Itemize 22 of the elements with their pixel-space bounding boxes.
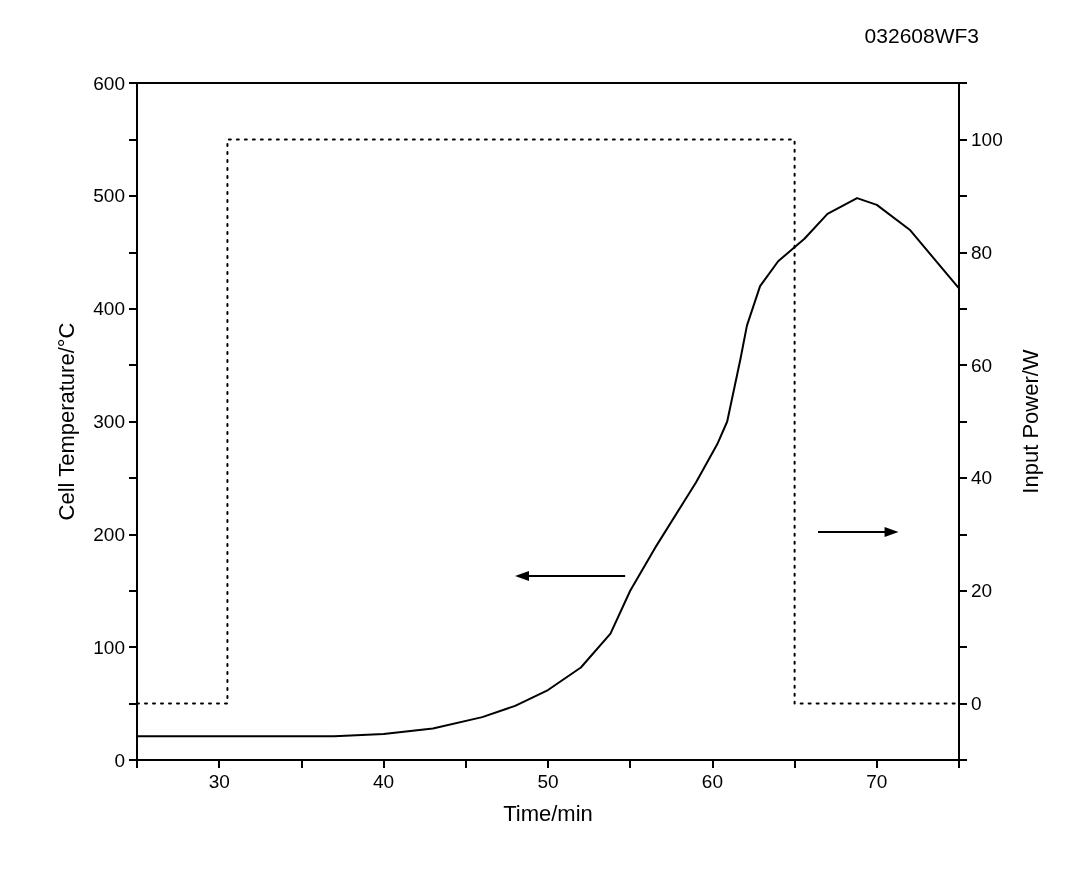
x-axis-title: Time/min [503, 800, 593, 826]
x-tick-label: 70 [866, 771, 888, 792]
y2-axis-title: Input Power/W [1017, 349, 1043, 494]
x-tick-label: 50 [537, 771, 559, 792]
y2-tick-label: 60 [971, 354, 993, 376]
y-tick-label: 100 [93, 636, 125, 658]
y2-tick-label: 100 [971, 128, 1003, 150]
y2-tick-label: 20 [971, 580, 993, 602]
y-tick-label: 500 [93, 185, 125, 207]
x-tick-label: 40 [373, 771, 395, 792]
y2-tick-label: 0 [971, 693, 982, 715]
y-axis-title: Cell Temperature/°C [53, 322, 79, 521]
y2-tick-label: 40 [971, 467, 993, 489]
y-tick-label: 300 [93, 411, 125, 432]
x-tick-label: 60 [701, 771, 723, 792]
y2-tick-label: 80 [971, 241, 993, 263]
y-tick-label: 200 [93, 523, 125, 545]
y-tick-label: 400 [93, 298, 125, 320]
y-tick-label: 0 [114, 749, 125, 771]
y-tick-label: 600 [93, 72, 125, 94]
x-tick-label: 30 [208, 771, 230, 792]
chart-title: 032608WF3 [864, 24, 979, 47]
